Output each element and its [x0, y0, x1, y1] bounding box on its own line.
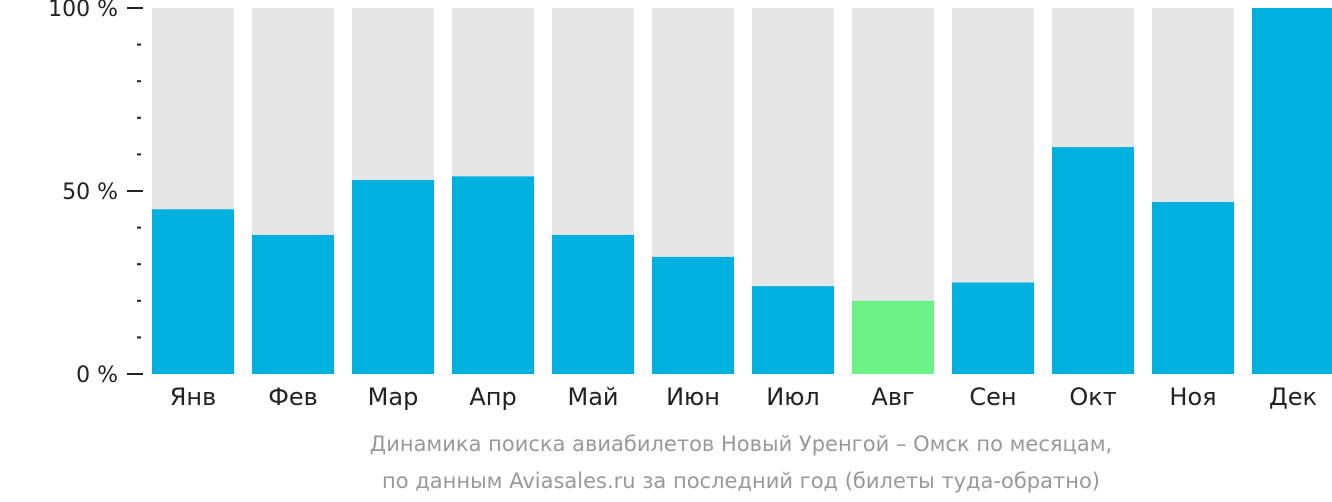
category-label-5: Май: [567, 383, 618, 411]
data-bars: [152, 8, 1332, 374]
category-label-6: Июн: [666, 383, 720, 411]
bar-6[interactable]: [652, 256, 734, 374]
y-tick-label-3: 100 %: [48, 0, 118, 22]
bar-12[interactable]: [1252, 8, 1332, 374]
category-label-12: Дек: [1269, 383, 1317, 411]
category-label-8: Авг: [871, 383, 914, 411]
bar-7[interactable]: [752, 286, 834, 374]
category-label-9: Сен: [969, 383, 1016, 411]
bar-8[interactable]: [852, 300, 934, 374]
bar-9[interactable]: [952, 282, 1034, 375]
y-tick-label-1: 0 %: [76, 363, 118, 388]
bar-4[interactable]: [452, 176, 534, 374]
category-label-2: Фев: [268, 383, 318, 411]
bar-11[interactable]: [1152, 201, 1234, 374]
category-label-1: Янв: [170, 383, 217, 411]
bar-5[interactable]: [552, 234, 634, 374]
category-label-7: Июл: [766, 383, 820, 411]
bar-2[interactable]: [252, 234, 334, 374]
y-axis: 0 % 50 % 100 %: [48, 0, 143, 388]
bar-10[interactable]: [1052, 147, 1134, 374]
category-label-10: Окт: [1069, 383, 1116, 411]
bar-1[interactable]: [152, 209, 234, 374]
bar-3[interactable]: [352, 180, 434, 374]
category-label-4: Апр: [469, 383, 516, 411]
caption-line-2: по данным Aviasales.ru за последний год …: [382, 469, 1100, 493]
y-tick-label-2: 50 %: [62, 180, 118, 205]
category-label-11: Ноя: [1169, 383, 1216, 411]
x-axis-labels: Янв Фев Мар Апр Май Июн Июл Авг Сен Окт Ноя Дек: [170, 383, 1317, 411]
category-label-3: Мар: [368, 383, 419, 411]
caption-line-1: Динамика поиска авиабилетов Новый Уренго…: [370, 432, 1112, 456]
